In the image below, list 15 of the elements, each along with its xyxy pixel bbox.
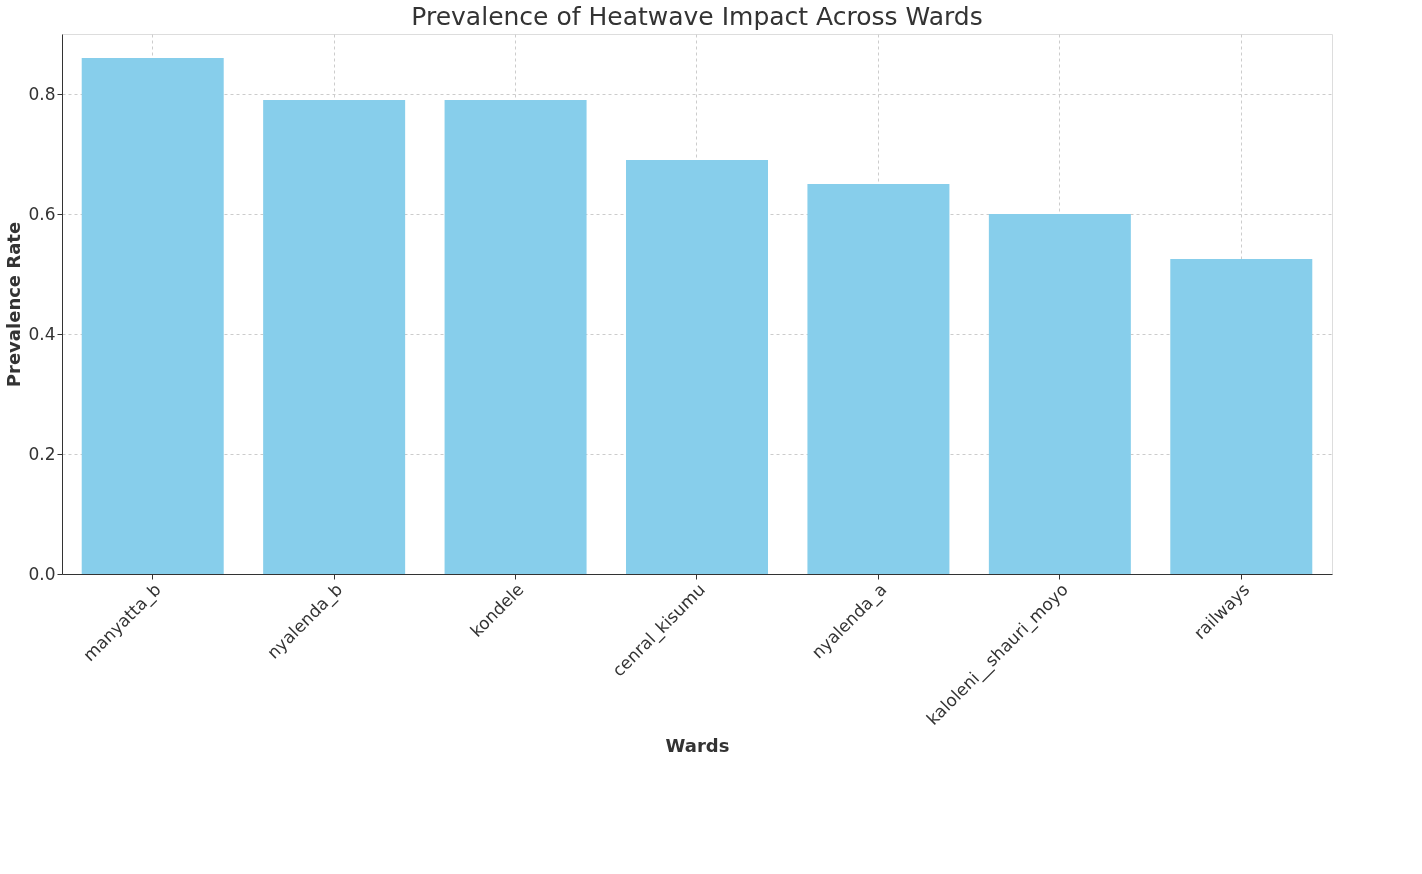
y-tick-label: 0.6 <box>28 203 56 224</box>
y-tick-label: 0.2 <box>28 443 56 464</box>
bar <box>1170 259 1313 574</box>
bar <box>807 184 950 574</box>
y-tick-label: 0.4 <box>28 323 56 344</box>
y-axis-title: Prevalence Rate <box>3 221 25 388</box>
bar <box>81 58 224 574</box>
chart-title: Prevalence of Heatwave Impact Across Wards <box>411 2 983 31</box>
bar <box>263 100 406 574</box>
bar <box>444 100 587 574</box>
y-tick-label: 0.0 <box>28 563 56 584</box>
x-axis-title: Wards <box>665 735 730 757</box>
bar <box>626 160 768 574</box>
y-tick-label: 0.8 <box>28 83 56 104</box>
bar <box>988 214 1131 574</box>
